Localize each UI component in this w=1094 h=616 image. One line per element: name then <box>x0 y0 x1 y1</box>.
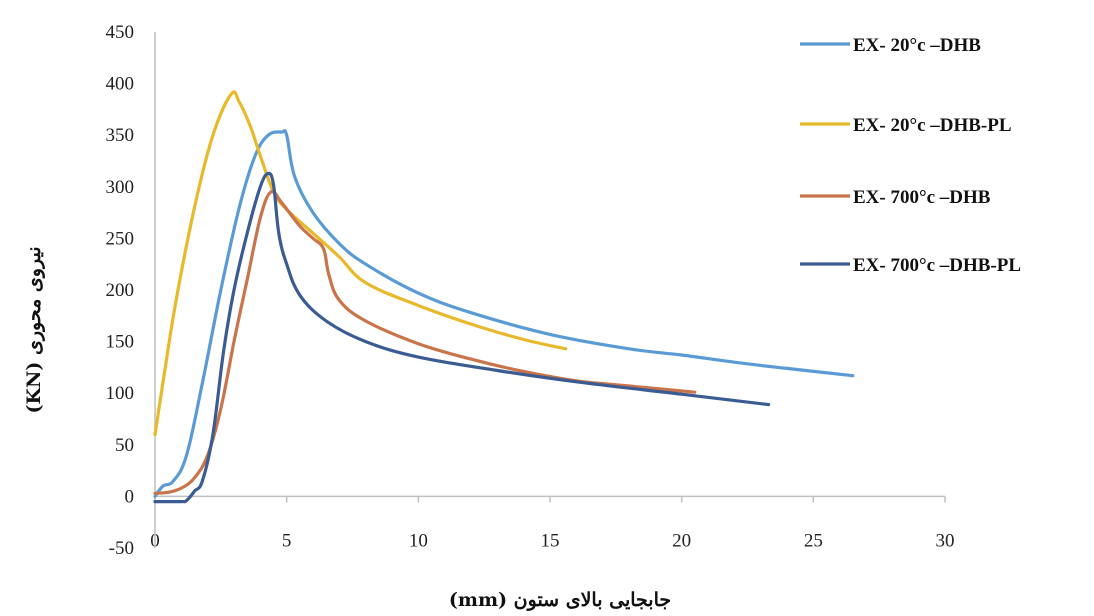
y-axis-title: نیروی محوری (KN) <box>23 247 45 414</box>
legend: EX- 20°c –DHB EX- 20°c –DHB-PL EX- 700°c –… <box>800 35 1021 276</box>
x-tick-label: 25 <box>804 530 823 551</box>
x-tick-label: 10 <box>409 530 428 551</box>
x-tick-label: 5 <box>282 530 292 551</box>
x-axis-title: جابجایی بالای ستون (mm) <box>449 589 671 611</box>
series-line-3 <box>153 189 697 495</box>
y-tick-label: 350 <box>106 125 135 146</box>
x-tick-label: 20 <box>672 530 691 551</box>
y-tick-label: 250 <box>106 228 135 249</box>
y-tick-label: 50 <box>115 435 134 456</box>
y-tick-label: 200 <box>106 280 135 301</box>
series-line-1 <box>153 129 855 498</box>
series-line-2 <box>153 90 568 437</box>
series-layer <box>153 90 855 504</box>
x-tick-label: 15 <box>541 530 560 551</box>
y-tick-label: 450 <box>106 22 135 43</box>
y-tick-label: 300 <box>106 177 135 198</box>
y-tick-label: 0 <box>125 486 135 507</box>
y-tick-label: 150 <box>106 332 135 353</box>
y-tick-label: -50 <box>109 538 134 559</box>
x-tick-label: 30 <box>936 530 955 551</box>
y-axis-ticks: 450 400 350 300 250 200 150 100 50 0 -50 <box>106 22 135 559</box>
y-tick-label: 100 <box>106 383 135 404</box>
legend-entry-label: EX- 700°c –DHB-PL <box>853 255 1021 276</box>
series-line-4 <box>153 171 771 504</box>
legend-entry-label: EX- 700°c –DHB <box>853 187 991 208</box>
legend-entry-label: EX- 20°c –DHB <box>853 35 981 56</box>
legend-entry-label: EX- 20°c –DHB-PL <box>853 115 1012 136</box>
y-tick-label: 400 <box>106 74 135 95</box>
